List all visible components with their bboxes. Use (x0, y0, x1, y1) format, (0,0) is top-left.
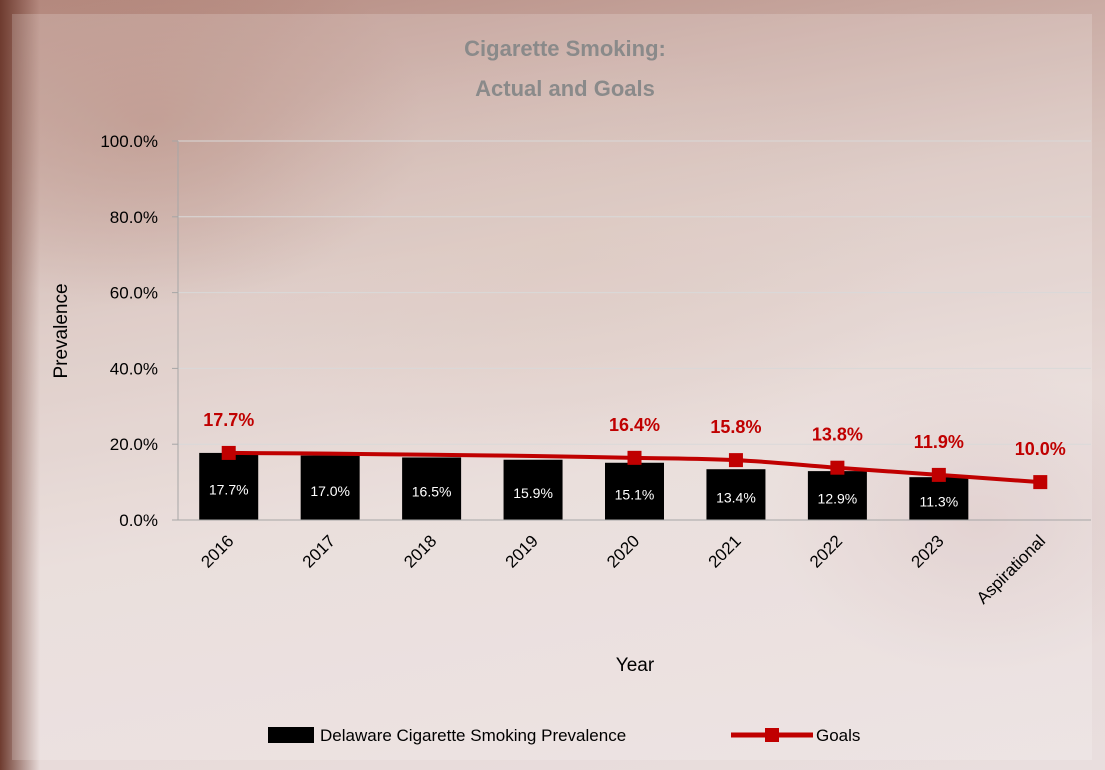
y-tick-label: 20.0% (110, 435, 158, 454)
goal-data-label: 11.9% (914, 432, 964, 452)
bar-data-label: 15.9% (513, 485, 553, 501)
bar-data-label: 15.1% (615, 486, 655, 502)
x-tick-label: 2017 (299, 531, 339, 571)
goal-marker (931, 467, 946, 482)
bar-series (199, 452, 969, 520)
goal-data-label: 13.8% (812, 425, 863, 445)
legend-goals-label: Goals (816, 726, 860, 745)
goal-series (221, 445, 1048, 490)
gridlines (178, 140, 1091, 445)
bar (706, 469, 766, 520)
background-edge (0, 0, 40, 770)
goal-data-label: 16.4% (609, 415, 660, 435)
goal-data-label: 15.8% (710, 417, 761, 437)
legend-bar-swatch (268, 727, 314, 743)
axes: 0.0% 20.0% 40.0% 60.0% 80.0% 100.0% 2016 2017 20… (100, 132, 1091, 608)
bar (402, 457, 462, 520)
bar-data-label: 17.7% (209, 481, 249, 497)
bar (807, 471, 867, 520)
legend: Delaware Cigarette Smoking Prevalence Go… (268, 726, 860, 745)
x-tick-label: 2021 (705, 531, 745, 571)
y-tick-label: 0.0% (119, 511, 158, 530)
goal-data-label: 17.7% (203, 410, 254, 430)
bar-data-label: 16.5% (412, 484, 452, 500)
x-tick-label: 2016 (197, 531, 237, 571)
goal-labels: 17.7% 16.4% 15.8% 13.8% 11.9% 10.0% (203, 410, 1066, 459)
y-tick-label: 60.0% (110, 284, 158, 303)
x-tick-label: Aspirational (973, 531, 1049, 607)
bar-data-label: 12.9% (818, 491, 858, 507)
titles: Cigarette Smoking: Actual and Goals Year… (51, 36, 666, 676)
x-tick-label: 2022 (806, 531, 846, 571)
bar-data-label: 13.4% (716, 490, 756, 506)
legend-goals-marker (765, 728, 779, 742)
goal-marker (221, 445, 236, 460)
bar (605, 462, 664, 520)
bar (503, 459, 563, 520)
chart-title-line-1: Cigarette Smoking: (464, 36, 666, 61)
bar-data-label: 17.0% (310, 483, 350, 499)
bar-data-label: 11.3% (919, 494, 958, 510)
goal-marker (1033, 475, 1048, 490)
x-tick-label: 2023 (907, 531, 947, 571)
y-tick-label: 80.0% (110, 208, 158, 227)
bar (300, 455, 360, 520)
x-tick-label: 2020 (603, 531, 643, 571)
bar (199, 452, 259, 520)
goal-data-label: 10.0% (1015, 439, 1066, 459)
bar-labels: 17.7% 17.0% 16.5% 15.9% 15.1% 13.4% 12.9% 11.3% (209, 481, 958, 509)
chart-panel (12, 14, 1092, 760)
y-axis-title: Prevalence (51, 283, 72, 378)
goal-marker (728, 453, 743, 468)
goal-marker (627, 450, 642, 465)
y-tick-label: 40.0% (110, 359, 158, 378)
x-tick-label: 2018 (400, 531, 440, 571)
x-axis-title: Year (616, 655, 655, 676)
legend-bar-label: Delaware Cigarette Smoking Prevalence (320, 726, 626, 745)
goal-marker (830, 460, 845, 475)
bar (909, 477, 969, 520)
chart-title-line-2: Actual and Goals (475, 76, 655, 101)
x-tick-label: 2019 (502, 531, 542, 571)
y-tick-label: 100.0% (100, 132, 158, 151)
